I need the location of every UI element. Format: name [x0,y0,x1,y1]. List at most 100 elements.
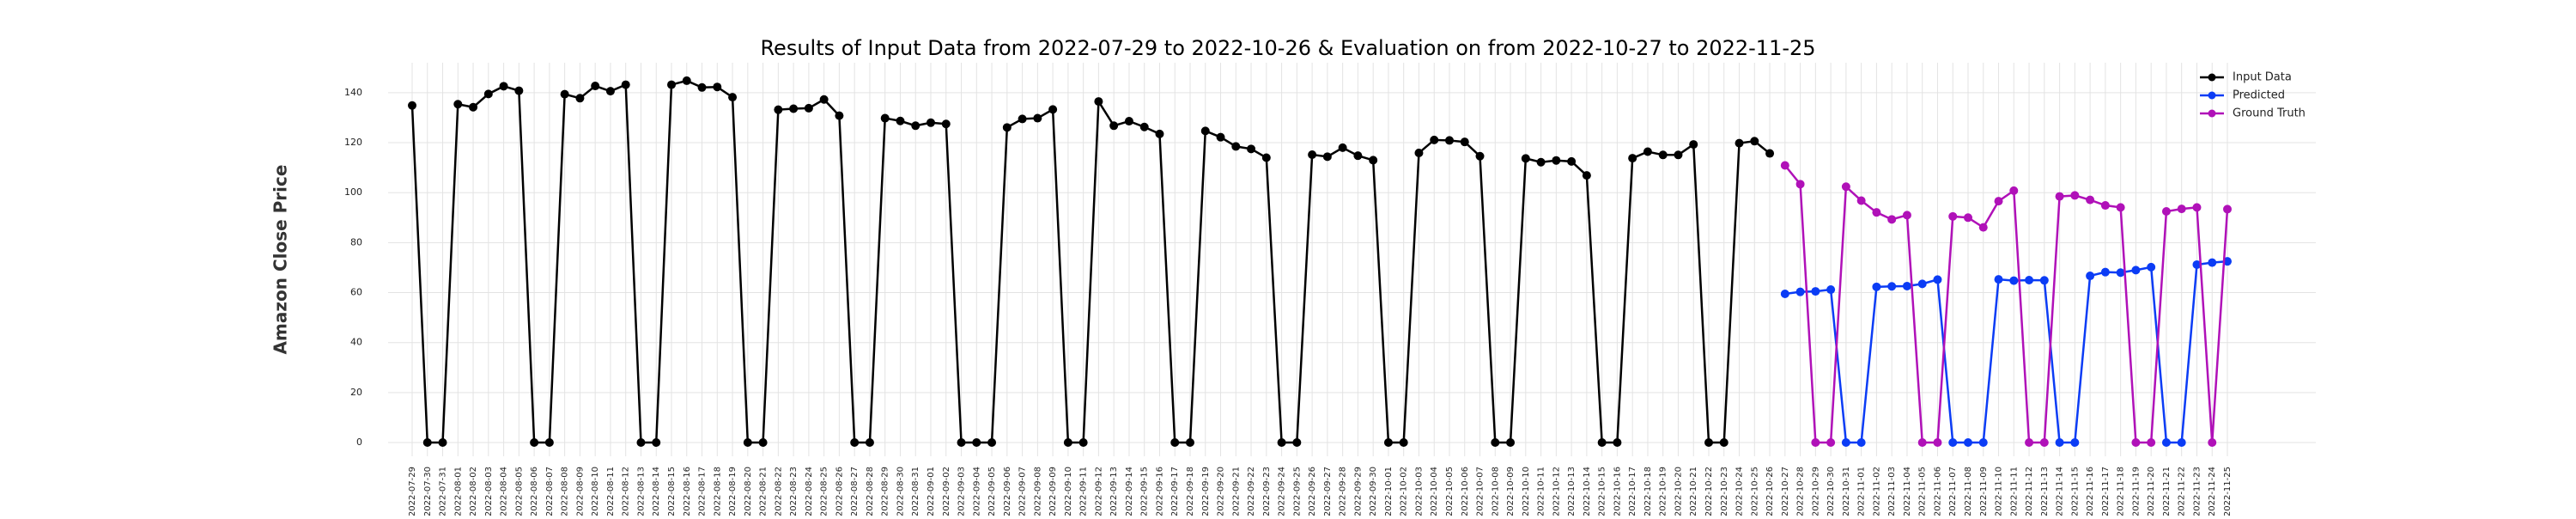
y-tick-label: 0 [356,437,362,448]
point [1978,438,1988,448]
x-tick-label: 2022-10-13 [1567,467,1577,516]
x-tick-label: 2022-10-26 [1765,467,1775,516]
legend-label: Ground Truth [2233,107,2306,120]
x-tick-label: 2022-08-12 [622,467,631,516]
x-tick-label: 2022-09-21 [1231,467,1241,516]
x-tick-label: 2022-09-14 [1125,467,1134,516]
x-tick-label: 2022-10-04 [1430,467,1439,516]
point [1933,438,1942,448]
x-tick-label: 2022-11-08 [1964,467,1973,516]
x-tick-label: 2022-09-09 [1048,467,1058,516]
point [957,438,966,448]
point [1430,135,1439,144]
x-tick-label: 2022-08-02 [469,467,478,516]
point [1491,438,1500,448]
point [987,438,997,448]
x-tick-label: 2022-09-13 [1109,467,1119,516]
x-tick-label: 2022-09-11 [1079,467,1089,516]
y-tick-label: 100 [344,186,362,198]
x-tick-label: 2022-10-15 [1598,467,1607,516]
x-tick-label: 2022-10-07 [1476,467,1485,516]
point [1917,438,1927,448]
point [2070,191,2080,200]
point [1414,148,1424,157]
point [1567,156,1577,166]
legend-marker [2208,109,2216,118]
point [652,438,661,448]
x-tick-label: 2022-08-01 [453,467,463,516]
point [758,438,768,448]
point [469,102,478,112]
x-tick-label: 2022-10-23 [1720,467,1729,516]
point [850,438,860,448]
point [1383,438,1393,448]
point [2177,438,2186,448]
point [1826,438,1836,448]
point [621,80,630,89]
x-tick-label: 2022-11-12 [2025,467,2034,516]
point [2208,258,2217,267]
y-axis-label: Amazon Close Price [270,165,291,355]
y-tick-label: 40 [350,337,362,348]
point [1536,157,1546,167]
point [697,82,707,92]
x-tick-label: 2022-09-03 [957,467,967,516]
point [2025,438,2034,448]
point [2039,276,2049,285]
point [605,87,615,96]
point [1765,149,1775,158]
x-tick-label: 2022-11-07 [1948,467,1958,516]
point [1811,438,1820,448]
point [1521,154,1530,163]
x-tick-label: 2022-11-18 [2117,467,2126,516]
x-tick-label: 2022-10-19 [1659,467,1668,516]
point [2009,276,2019,285]
point [2116,203,2125,212]
y-tick-label: 140 [344,87,362,98]
x-tick-label: 2022-09-08 [1033,467,1042,516]
point [408,101,416,110]
x-tick-label: 2022-10-06 [1461,467,1470,516]
point [1704,438,1713,448]
point [1033,113,1042,123]
x-tick-label: 2022-08-05 [514,467,524,516]
x-tick-label: 2022-08-07 [545,467,555,516]
point [2009,186,2019,195]
point [514,86,524,95]
point [1460,137,1469,147]
x-tick-label: 2022-09-01 [927,467,936,516]
point [1048,105,1058,114]
x-tick-label: 2022-08-31 [911,467,920,516]
point [1094,97,1103,107]
point [1826,285,1836,295]
point [2177,205,2186,214]
point [1795,180,1805,189]
x-tick-label: 2022-08-06 [530,467,539,516]
point [1155,129,1164,138]
point [1841,438,1850,448]
point [2223,205,2232,214]
point [483,89,493,99]
point [1856,196,1866,205]
x-tick-label: 2022-09-27 [1323,467,1333,516]
point [2025,275,2034,284]
x-tick-label: 2022-08-03 [484,467,494,516]
series-line [1783,164,2229,444]
x-tick-label: 2022-10-31 [1842,467,1851,516]
point [941,119,951,129]
point [1887,215,1897,224]
x-tick-label: 2022-11-14 [2056,467,2065,516]
x-tick-label: 2022-10-20 [1674,467,1683,516]
point [438,438,447,448]
point [1200,126,1210,136]
point [1231,142,1241,151]
x-tick-label: 2022-11-04 [1903,467,1912,516]
point [880,113,890,123]
x-tick-label: 2022-08-08 [561,467,570,516]
x-tick-label: 2022-10-24 [1735,467,1745,516]
x-tick-label: 2022-09-20 [1217,467,1226,516]
y-tick-label: 20 [350,387,362,398]
point [1628,154,1637,163]
